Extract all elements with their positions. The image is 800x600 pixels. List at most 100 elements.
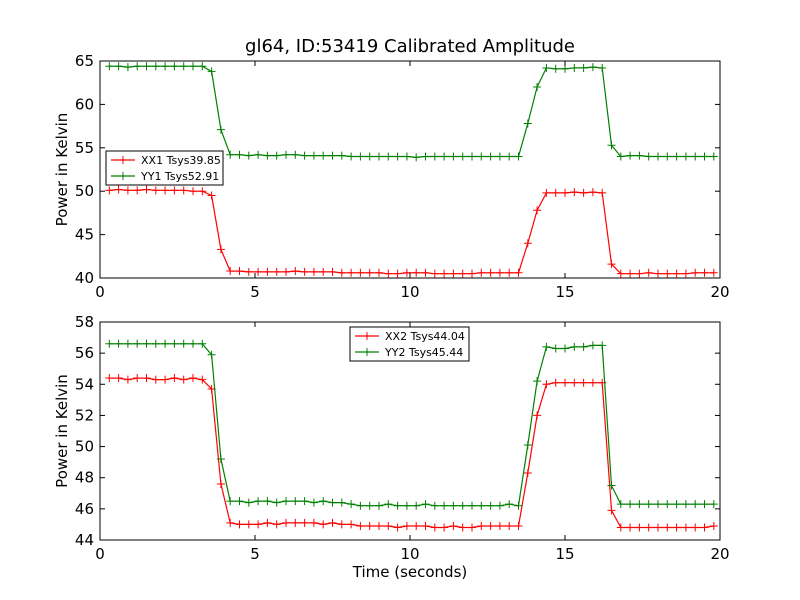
y-tick-label: 65 bbox=[75, 52, 94, 70]
data-point bbox=[123, 375, 132, 384]
data-point bbox=[375, 521, 383, 530]
data-point bbox=[114, 374, 123, 383]
data-point bbox=[514, 521, 523, 530]
data-point bbox=[551, 64, 560, 73]
data-point bbox=[514, 152, 523, 161]
data-point bbox=[607, 260, 616, 269]
legend-entry: XX1 Tsys39.85 bbox=[111, 154, 221, 167]
data-point bbox=[542, 63, 551, 72]
data-point bbox=[663, 269, 672, 278]
series-line bbox=[109, 377, 714, 529]
data-point bbox=[440, 152, 449, 161]
data-point bbox=[198, 62, 207, 71]
data-point bbox=[375, 268, 383, 277]
data-point bbox=[505, 268, 514, 277]
data-point bbox=[672, 523, 681, 532]
data-point bbox=[393, 152, 402, 161]
legend-label: YY2 Tsys45.44 bbox=[384, 346, 463, 359]
data-point bbox=[254, 520, 263, 529]
data-point bbox=[291, 150, 300, 159]
data-point bbox=[291, 497, 300, 506]
data-point bbox=[579, 63, 588, 72]
data-point bbox=[375, 501, 383, 510]
data-point bbox=[384, 500, 393, 509]
data-point bbox=[533, 83, 542, 92]
data-point bbox=[226, 497, 235, 506]
x-tick-label: 15 bbox=[555, 283, 574, 301]
data-point bbox=[216, 455, 225, 464]
data-point bbox=[365, 268, 374, 277]
data-point bbox=[551, 188, 560, 197]
data-point bbox=[477, 152, 486, 161]
data-point bbox=[337, 151, 346, 160]
data-point bbox=[533, 206, 542, 215]
data-point bbox=[300, 267, 309, 276]
data-point bbox=[421, 500, 430, 509]
data-point bbox=[486, 152, 495, 161]
data-point bbox=[365, 501, 374, 510]
data-point bbox=[235, 150, 244, 159]
data-point bbox=[337, 268, 346, 277]
data-point bbox=[337, 520, 346, 529]
data-point bbox=[133, 186, 142, 195]
data-point bbox=[235, 520, 244, 529]
y-tick-label: 40 bbox=[75, 269, 94, 287]
data-point bbox=[365, 521, 374, 530]
data-point bbox=[142, 62, 151, 71]
data-point bbox=[672, 152, 681, 161]
data-point bbox=[598, 63, 607, 72]
data-point bbox=[272, 151, 281, 160]
data-point bbox=[570, 188, 579, 197]
data-point bbox=[170, 339, 179, 348]
data-point bbox=[468, 501, 476, 510]
legend-marker bbox=[119, 172, 127, 180]
data-point bbox=[635, 500, 644, 509]
data-point bbox=[328, 518, 337, 527]
data-point bbox=[440, 501, 449, 510]
data-point bbox=[170, 62, 179, 71]
data-point bbox=[319, 267, 328, 276]
data-point bbox=[189, 339, 197, 348]
data-point bbox=[272, 267, 281, 276]
data-point bbox=[282, 267, 290, 276]
data-point bbox=[151, 339, 160, 348]
data-point bbox=[402, 521, 411, 530]
data-point bbox=[709, 500, 718, 509]
y-tick-label: 54 bbox=[75, 375, 94, 393]
data-point bbox=[170, 374, 179, 383]
data-point bbox=[207, 67, 216, 76]
data-point bbox=[449, 501, 458, 510]
legend-entry: YY1 Tsys52.91 bbox=[111, 170, 219, 183]
data-point bbox=[626, 269, 635, 278]
data-point bbox=[681, 269, 690, 278]
data-point bbox=[151, 62, 160, 71]
data-point bbox=[691, 152, 700, 161]
data-point bbox=[616, 523, 625, 532]
data-point bbox=[263, 518, 272, 527]
data-point bbox=[114, 62, 123, 71]
data-point bbox=[635, 523, 644, 532]
data-point bbox=[254, 497, 263, 506]
data-point bbox=[440, 269, 449, 278]
data-point bbox=[700, 152, 709, 161]
data-point bbox=[644, 523, 653, 532]
data-point bbox=[282, 518, 290, 527]
x-tick-label: 5 bbox=[250, 283, 260, 301]
data-point bbox=[365, 152, 374, 161]
y-tick-label: 56 bbox=[75, 344, 94, 362]
data-point bbox=[421, 521, 430, 530]
data-point bbox=[681, 523, 690, 532]
data-point bbox=[477, 501, 486, 510]
data-point bbox=[263, 497, 272, 506]
series-1 bbox=[105, 374, 718, 532]
data-point bbox=[598, 341, 607, 350]
data-point bbox=[309, 267, 318, 276]
data-point bbox=[570, 63, 579, 72]
data-point bbox=[542, 188, 551, 197]
data-point bbox=[458, 501, 467, 510]
data-point bbox=[588, 341, 597, 350]
plot-area bbox=[105, 62, 718, 278]
data-point bbox=[347, 500, 356, 509]
